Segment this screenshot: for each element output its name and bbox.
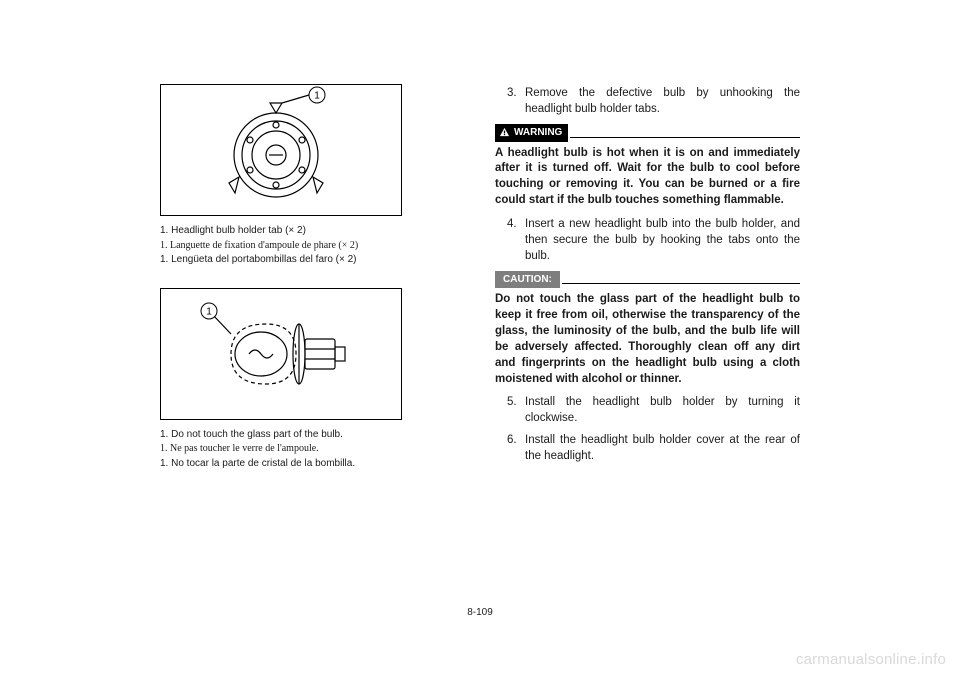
caution-label-row: CAUTION: [495,271,800,289]
figure2-caption-fr: 1. Ne pas toucher le verre de l'ampoule. [160,442,465,457]
caution-text: Do not touch the glass part of the headl… [495,292,800,387]
step-5-text: Install the headlight bulb holder by tur… [525,395,800,427]
figure2-captions: 1. Do not touch the glass part of the bu… [160,428,465,472]
warning-text: A headlight bulb is hot when it is on an… [495,146,800,209]
page-number: 8-109 [0,607,960,618]
bulb-holder-diagram: 1 [161,85,401,215]
step-6-text: Install the headlight bulb holder cover … [525,433,800,465]
watermark: carmanualsonline.info [796,651,946,668]
caution-label: CAUTION: [495,271,560,289]
figure2-callout-number: 1 [206,306,212,317]
figure2-caption-es: 1. No tocar la parte de cristal de la bo… [160,457,465,472]
step-4: 4. Insert a new headlight bulb into the … [507,217,800,265]
step-5-number: 5. [507,395,525,427]
figure1-caption-fr: 1. Languette de fixation d'ampoule de ph… [160,239,465,254]
warning-label: WARNING [495,124,568,142]
figure-bulb-glass: 1 [160,288,402,420]
right-column: 3. Remove the defective bulb by unhookin… [495,84,800,618]
content-area: 1 1. Headlight bulb holder tab (× 2) 1. … [160,84,800,618]
step-3-number: 3. [507,86,525,118]
figure1-caption-en: 1. Headlight bulb holder tab (× 2) [160,224,465,239]
manual-page: 1 1. Headlight bulb holder tab (× 2) 1. … [0,0,960,678]
figure1-caption-es: 1. Lengüeta del portabombillas del faro … [160,253,465,268]
warning-rule [570,128,800,138]
step-3-text: Remove the defective bulb by unhooking t… [525,86,800,118]
step-3: 3. Remove the defective bulb by unhookin… [507,86,800,118]
step-6-number: 6. [507,433,525,465]
figure1-callout-number: 1 [314,91,320,102]
step-4-text: Insert a new headlight bulb into the bul… [525,217,800,265]
figure2-caption-en: 1. Do not touch the glass part of the bu… [160,428,465,443]
figure-bulb-holder: 1 [160,84,402,216]
caution-rule [562,274,800,284]
warning-label-text: WARNING [514,126,562,140]
step-6: 6. Install the headlight bulb holder cov… [507,433,800,465]
warning-icon [499,127,510,138]
step-5: 5. Install the headlight bulb holder by … [507,395,800,427]
figure1-captions: 1. Headlight bulb holder tab (× 2) 1. La… [160,224,465,268]
warning-label-row: WARNING [495,124,800,142]
step-4-number: 4. [507,217,525,265]
left-column: 1 1. Headlight bulb holder tab (× 2) 1. … [160,84,465,618]
bulb-glass-diagram: 1 [161,289,401,419]
